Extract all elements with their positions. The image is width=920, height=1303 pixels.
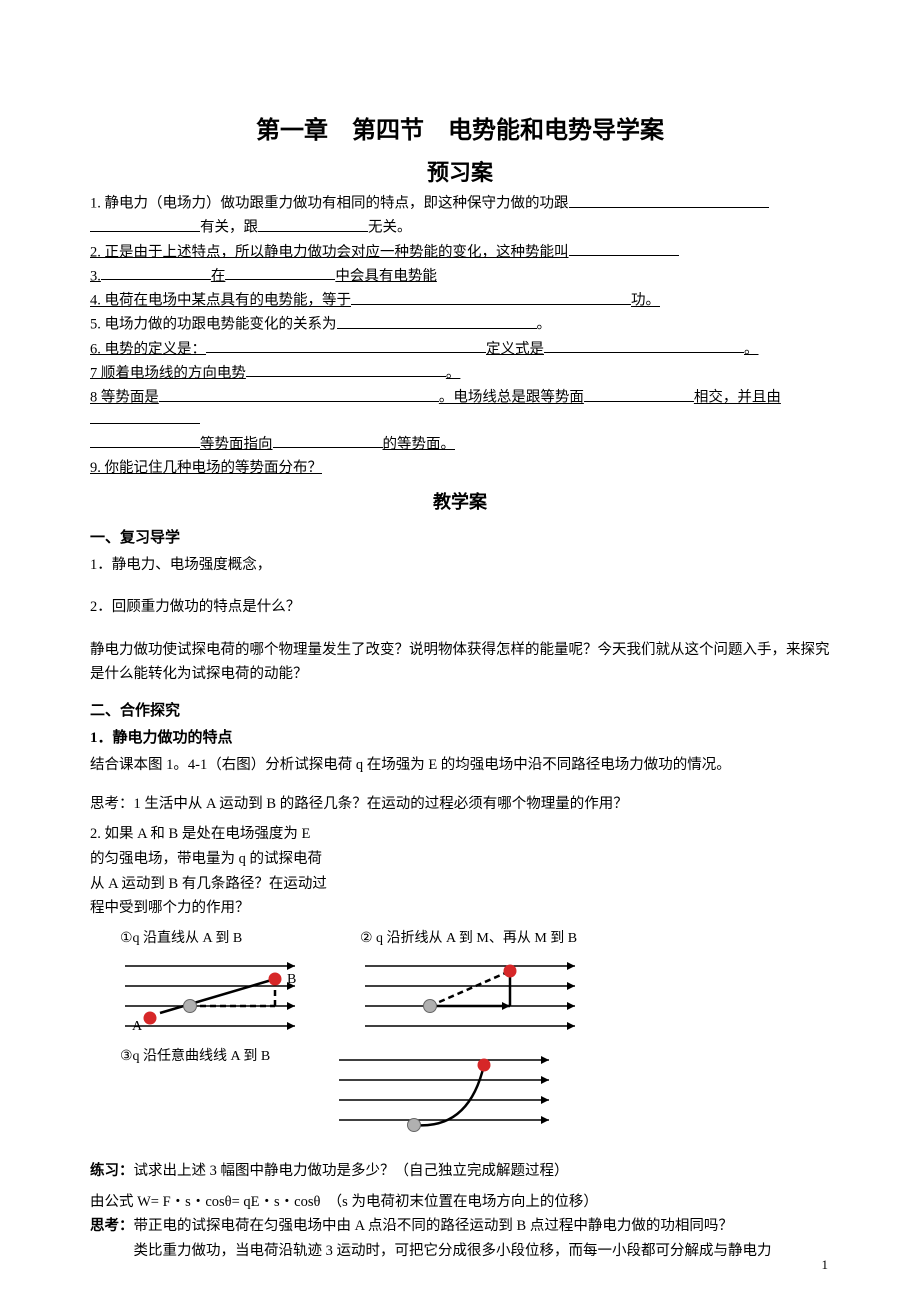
blank [90,217,200,232]
svg-text:A: A [132,1019,143,1034]
text: 2. 正是由于上述特点，所以静电力做功会对应一种势能的变化，这种势能叫 [90,244,569,260]
preview-item-6: 6. 电势的定义是： 定义式是 。 [90,339,830,361]
blank [206,339,486,354]
diagram-3-label: ③q 沿任意曲线线 A 到 B [120,1045,270,1065]
preview-item-2: 2. 正是由于上述特点，所以静电力做功会对应一种势能的变化，这种势能叫 [90,242,830,264]
section-2-p6: 程中受到哪个力的作用？ [90,896,830,921]
text: 功。 [631,293,660,309]
text: 6. 电势的定义是： [90,341,206,357]
think-text2: 类比重力做功，当电荷沿轨迹 3 运动时，可把它分成很多小段位移，而每一小段都可分… [112,1239,830,1264]
preview-title: 预习案 [90,155,830,187]
think-text: 带正电的试探电荷在匀强电场中由 A 点沿不同的路径运动到 B 点过程中静电力做的… [134,1218,733,1234]
preview-item-1b: 有关，跟 无关。 [90,217,830,239]
blank [90,409,200,424]
doc-title: 第一章 第四节 电势能和电势导学案 [90,110,830,145]
blank [544,339,744,354]
text: 5. 电场力做的功跟电势能变化的关系为 [90,317,337,333]
field-diagram-1: AB [120,951,300,1036]
section-2-p3: 2. 如果 A 和 B 是处在电场强度为 E [90,822,830,847]
blank [159,387,439,402]
text: 的等势面。 [383,436,456,452]
text: 7 顺着电场线的方向电势 [90,365,246,381]
field-diagram-3 [334,1045,554,1140]
text: 。 [537,317,552,333]
think-line: 思考：带正电的试探电荷在匀强电场中由 A 点沿不同的路径运动到 B 点过程中静电… [90,1214,830,1239]
section-2-p1: 结合课本图 1。4-1（右图）分析试探电荷 q 在场强为 E 的均强电场中沿不同… [90,753,830,778]
text: 3. [90,268,101,284]
diagram-2-label: ② q 沿折线从 A 到 M、再从 M 到 B [360,927,580,947]
preview-item-3: 3. 在 中会具有电势能 [90,266,830,288]
practice-formula: 由公式 W= F・s・cosθ= qE・s・cosθ （s 为电荷初末位置在电场… [90,1190,830,1215]
diagram-2: ② q 沿折线从 A 到 M、再从 M 到 B [360,927,580,1041]
diagram-row-1: ①q 沿直线从 A 到 B AB ② q 沿折线从 A 到 M、再从 M 到 B [120,927,830,1041]
diagram-1-label: ①q 沿直线从 A 到 B [120,927,300,947]
blank [569,242,679,257]
text: 定义式是 [486,341,544,357]
section-2-sub1: 1．静电力做功的特点 [90,726,830,747]
text: 1. 静电力（电场力）做功跟重力做功有相同的特点，即这种保守力做的功跟 [90,196,569,212]
blank [584,387,694,402]
section-1-p2: 2．回顾重力做功的特点是什么？ [90,595,830,620]
text: 。电场线总是跟等势面 [439,390,584,406]
preview-item-4: 4. 电荷在电场中某点具有的电势能，等于 功。 [90,290,830,312]
think-label: 思考： [90,1218,134,1234]
blank [569,193,769,208]
text: 。 [446,365,461,381]
preview-item-7: 7 顺着电场线的方向电势 。 [90,363,830,385]
text: 4. 电荷在电场中某点具有的电势能，等于 [90,293,351,309]
preview-item-1: 1. 静电力（电场力）做功跟重力做功有相同的特点，即这种保守力做的功跟 [90,193,830,215]
section-1-p3: 静电力做功使试探电荷的哪个物理量发生了改变？说明物体获得怎样的能量呢？今天我们就… [90,638,830,687]
section-2-p2: 思考：1 生活中从 A 运动到 B 的路径几条？在运动的过程必须有哪个物理量的作… [90,792,830,817]
svg-text:B: B [287,972,296,987]
section-2-title: 二、合作探究 [90,699,830,720]
blank [101,266,211,281]
text: 在 [211,268,226,284]
text: 中会具有电势能 [335,268,437,284]
blank [90,434,200,449]
blank [337,314,537,329]
blank [273,434,383,449]
teaching-title: 教学案 [90,488,830,514]
section-1-title: 一、复习导学 [90,526,830,547]
diagram-row-2: ③q 沿任意曲线线 A 到 B [120,1045,830,1145]
practice-text: 试求出上述 3 幅图中静电力做功是多少？（自己独立完成解题过程） [134,1163,569,1179]
text: 相交，并且由 [694,390,781,406]
diagram-1: ①q 沿直线从 A 到 B AB [120,927,300,1041]
diagram-3: ③q 沿任意曲线线 A 到 B [120,1045,270,1145]
preview-item-9: 9. 你能记住几种电场的等势面分布？ [90,458,830,480]
section-2-p4: 的匀强电场，带电量为 q 的试探电荷 [90,847,830,872]
preview-item-8b: 等势面指向 的等势面。 [90,434,830,456]
section-1-p1: 1．静电力、电场强度概念， [90,553,830,578]
page-number: 1 [822,1257,829,1273]
text: 。 [744,341,759,357]
text: 有关，跟 [200,220,258,236]
blank [225,266,335,281]
text: 无关。 [368,220,412,236]
diagram-3-svg-box [334,1045,554,1145]
practice-label: 练习： [90,1163,134,1179]
blank [351,290,631,305]
text: 8 等势面是 [90,390,159,406]
section-2-p5: 从 A 运动到 B 有几条路径？在运动过 [90,872,830,897]
practice-line: 练习：试求出上述 3 幅图中静电力做功是多少？（自己独立完成解题过程） [90,1159,830,1184]
preview-item-5: 5. 电场力做的功跟电势能变化的关系为 。 [90,314,830,336]
preview-item-8: 8 等势面是 。电场线总是跟等势面 相交，并且由 [90,387,830,432]
field-diagram-2 [360,951,580,1036]
text: 等势面指向 [200,436,273,452]
blank [246,363,446,378]
blank [258,217,368,232]
